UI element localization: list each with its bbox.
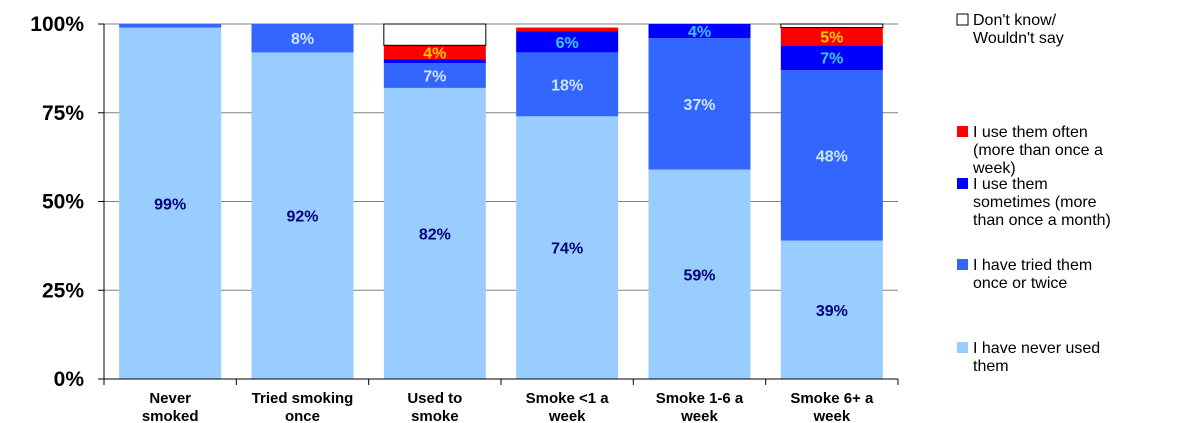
bar-segment-5-3 <box>780 27 883 46</box>
data-label-4-0: 59% <box>683 267 715 284</box>
x-tick-label-line: week <box>812 408 850 423</box>
x-tick-label-line: Smoke <1 a <box>526 390 610 407</box>
bars <box>119 23 884 380</box>
legend-label-line: week) <box>972 160 1016 177</box>
bar-segment-5-4 <box>780 23 884 29</box>
legend-label-line: once or twice <box>973 275 1067 292</box>
bar-segment-3-2 <box>516 31 619 53</box>
data-label-5-2: 7% <box>820 51 843 68</box>
bar-segment-5-0 <box>780 240 883 379</box>
bar-segment-5-2 <box>780 45 883 71</box>
legend-swatch-4 <box>956 13 969 26</box>
x-tick-label-line: Smoke 6+ a <box>790 390 874 407</box>
bar-segment-2-4 <box>383 23 487 46</box>
bar-segment-3-1 <box>516 52 619 117</box>
grid-lines <box>104 23 898 291</box>
y-tick-label: 75% <box>42 102 84 125</box>
data-label-5-1: 48% <box>816 148 848 165</box>
bar-segment-2-0 <box>383 87 486 380</box>
legend-label-line: I use them <box>973 176 1048 193</box>
bar-segment-4-2 <box>648 24 751 39</box>
axes: 0% 25% 50% 75% 100% Never smoked Tried smoking o… <box>30 13 899 423</box>
legend-label-4: Don't know/Wouldn't say <box>973 12 1064 47</box>
y-tick-label: 0% <box>54 368 85 391</box>
data-label-1-1: 8% <box>291 31 314 48</box>
legend-label-line: I use them often <box>973 124 1088 141</box>
x-tick-label: Smoke <1 a week <box>526 390 610 423</box>
data-label-5-3: 5% <box>820 29 843 46</box>
x-tick-label-line: week <box>680 408 718 423</box>
legend-swatch-0 <box>957 342 968 353</box>
x-tick-label-line: Tried smoking <box>252 390 354 407</box>
x-tick-label-line: week <box>548 408 586 423</box>
x-tick-label: Used to smoke <box>407 390 462 423</box>
x-tick-label: Tried smoking once <box>252 390 354 423</box>
x-tick-label: Smoke 1-6 a week <box>656 390 744 423</box>
bar-segment-3-3 <box>516 27 619 32</box>
x-tick-label-line: Smoke 1-6 a <box>656 390 744 407</box>
data-label-4-1: 37% <box>683 97 715 114</box>
x-tick-label-line: smoke <box>411 408 459 423</box>
bar-segment-4-1 <box>648 38 751 170</box>
bar-segment-0-1 <box>119 24 222 28</box>
data-label-3-1: 18% <box>551 77 583 94</box>
legend-label-line: Wouldn't say <box>973 30 1064 47</box>
legend: Don't know/Wouldn't say I use them often(… <box>956 12 1111 375</box>
bar-segment-1-0 <box>251 52 354 380</box>
bar-segment-2-1 <box>383 63 486 88</box>
x-tick-label: Never smoked <box>142 390 199 423</box>
bar-segment-4-0 <box>648 169 751 379</box>
data-label-5-0: 39% <box>816 303 848 320</box>
legend-label-line: I have tried them <box>973 257 1092 274</box>
data-label-1-0: 92% <box>286 209 318 226</box>
legend-label-line: I have never used <box>973 340 1100 357</box>
bar-segment-2-2 <box>383 59 486 64</box>
legend-label-line: them <box>973 358 1009 375</box>
legend-label-line: sometimes (more <box>973 194 1097 211</box>
legend-label-0: I have never used them <box>973 340 1100 375</box>
x-tick-label: Smoke 6+ a week <box>790 390 874 423</box>
y-tick-label: 25% <box>42 279 84 302</box>
legend-swatch-2 <box>957 178 968 189</box>
x-tick-label-line: Used to <box>407 390 462 407</box>
y-tick-label: 50% <box>42 191 84 214</box>
bar-segment-3-0 <box>516 116 619 380</box>
bar-segment-1-1 <box>251 24 354 53</box>
legend-label-1: I have tried them once or twice <box>973 257 1092 292</box>
x-tick-label-line: Never <box>149 390 191 407</box>
legend-label-3: I use them often (more than once a week) <box>972 124 1103 177</box>
data-label-2-0: 82% <box>419 226 451 243</box>
data-label-2-3: 4% <box>423 45 446 62</box>
bar-segment-2-3 <box>383 45 486 60</box>
y-tick-label: 100% <box>30 13 84 36</box>
x-tick-label-line: once <box>285 408 320 423</box>
data-label-2-1: 7% <box>423 68 446 85</box>
data-label-4-2: 4% <box>688 24 711 41</box>
legend-swatch-3 <box>957 126 968 137</box>
legend-label-line: (more than once a <box>973 142 1103 159</box>
legend-swatch-1 <box>957 259 968 270</box>
bar-segment-5-1 <box>780 70 883 241</box>
data-labels: 99% 92% 8% 82% 7% 4% 74% 18% 6% 59% 37% 4% 39% 48% 7% 5… <box>154 24 848 320</box>
legend-label-line: than once a month) <box>973 212 1111 229</box>
legend-label-2: I use them sometimes (more than once a mon… <box>973 176 1111 229</box>
data-label-0-0: 99% <box>154 196 186 213</box>
data-label-3-2: 6% <box>556 35 579 52</box>
legend-label-line: Don't know/ <box>973 12 1057 29</box>
bar-segment-0-0 <box>119 27 222 380</box>
x-tick-label-line: smoked <box>142 408 199 423</box>
data-label-3-0: 74% <box>551 241 583 258</box>
